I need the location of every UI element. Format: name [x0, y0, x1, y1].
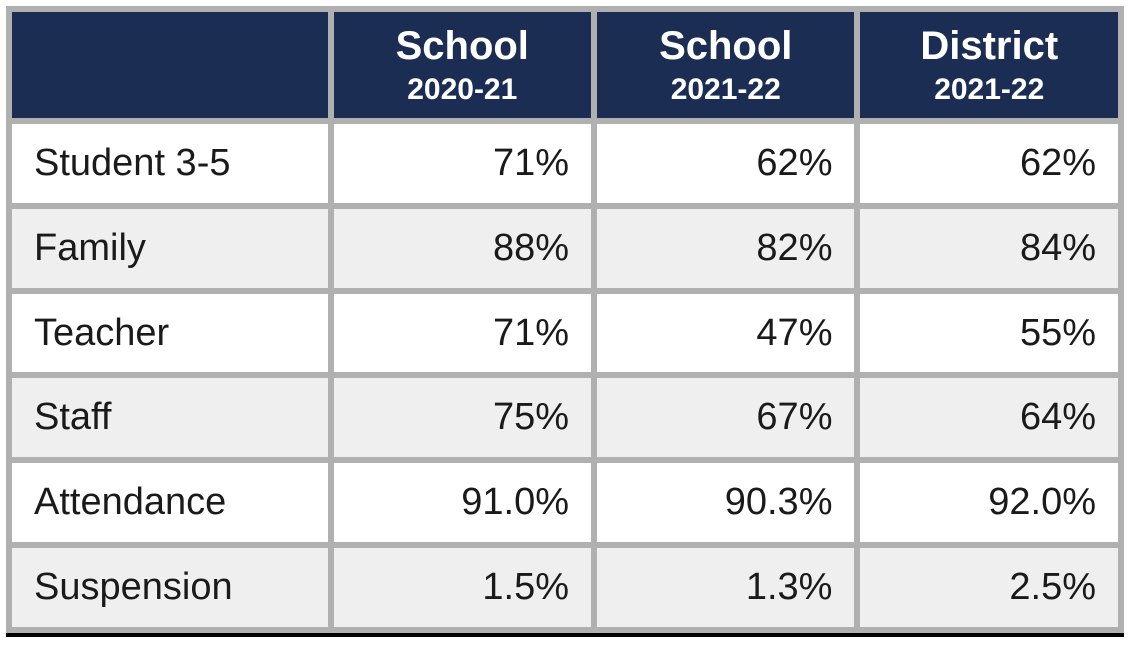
row-value: 1.5% — [334, 548, 591, 627]
row-value: 62% — [860, 124, 1118, 203]
header-col-3: District 2021-22 — [860, 12, 1118, 118]
row-value: 47% — [597, 294, 854, 373]
table-container: School 2020-21 School 2021-22 District 2… — [0, 0, 1130, 645]
row-value: 82% — [597, 209, 854, 288]
metrics-table: School 2020-21 School 2021-22 District 2… — [6, 6, 1124, 637]
row-value: 75% — [334, 378, 591, 457]
table-row: Suspension 1.5% 1.3% 2.5% — [12, 548, 1118, 627]
header-main: School — [619, 22, 832, 70]
row-value: 55% — [860, 294, 1118, 373]
header-blank — [12, 12, 328, 118]
row-value: 67% — [597, 378, 854, 457]
header-sub: 2021-22 — [882, 72, 1096, 108]
row-value: 71% — [334, 294, 591, 373]
table-row: Family 88% 82% 84% — [12, 209, 1118, 288]
table-row: Student 3-5 71% 62% 62% — [12, 124, 1118, 203]
row-value: 62% — [597, 124, 854, 203]
row-value: 92.0% — [860, 463, 1118, 542]
header-sub: 2020-21 — [356, 72, 569, 108]
row-value: 2.5% — [860, 548, 1118, 627]
table-row: Attendance 91.0% 90.3% 92.0% — [12, 463, 1118, 542]
table-header-row: School 2020-21 School 2021-22 District 2… — [12, 12, 1118, 118]
row-value: 64% — [860, 378, 1118, 457]
row-value: 84% — [860, 209, 1118, 288]
row-label: Staff — [12, 378, 328, 457]
table-row: Staff 75% 67% 64% — [12, 378, 1118, 457]
row-label: Suspension — [12, 548, 328, 627]
row-value: 88% — [334, 209, 591, 288]
row-value: 91.0% — [334, 463, 591, 542]
table-row: Teacher 71% 47% 55% — [12, 294, 1118, 373]
header-main: District — [882, 22, 1096, 70]
row-label: Family — [12, 209, 328, 288]
header-col-1: School 2020-21 — [334, 12, 591, 118]
row-value: 71% — [334, 124, 591, 203]
row-value: 1.3% — [597, 548, 854, 627]
row-label: Attendance — [12, 463, 328, 542]
header-sub: 2021-22 — [619, 72, 832, 108]
row-label: Student 3-5 — [12, 124, 328, 203]
header-col-2: School 2021-22 — [597, 12, 854, 118]
header-main: School — [356, 22, 569, 70]
row-label: Teacher — [12, 294, 328, 373]
row-value: 90.3% — [597, 463, 854, 542]
